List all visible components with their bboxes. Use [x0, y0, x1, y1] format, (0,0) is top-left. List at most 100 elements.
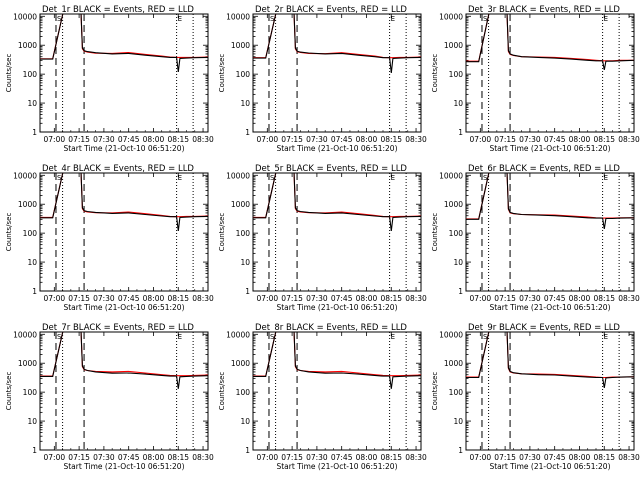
y-tick-label: 10 — [453, 417, 463, 426]
x-tick-label: 07:30 — [93, 453, 115, 462]
series-group — [40, 332, 208, 389]
plot-frame — [252, 13, 422, 133]
x-tick-label: 07:00 — [257, 294, 279, 303]
y-tick-label: 1 — [458, 128, 463, 137]
series-line-events — [466, 173, 634, 229]
x-axis-label: Start Time (21-Oct-10 06:51:20) — [63, 303, 184, 312]
end-marker: E — [391, 174, 395, 182]
plot-frame — [39, 13, 209, 133]
series-group — [466, 332, 634, 388]
x-axis-label: Start Time (21-Oct-10 06:51:20) — [63, 462, 184, 471]
start-marker: S — [483, 333, 488, 341]
x-tick-label: 08:30 — [405, 294, 427, 303]
x-tick-label: 08:15 — [167, 294, 189, 303]
x-tick-label: 07:30 — [519, 294, 541, 303]
y-tick-label: 100 — [23, 388, 38, 397]
series-line-events — [466, 332, 634, 388]
y-tick-label: 100 — [23, 70, 38, 79]
x-tick-label: 07:30 — [519, 135, 541, 144]
x-tick-label: 08:15 — [167, 453, 189, 462]
y-tick-label: 10000 — [226, 330, 250, 339]
y-axis-label: Counts/sec — [5, 372, 13, 411]
x-tick-label: 07:15 — [494, 135, 516, 144]
plot-frame — [465, 13, 635, 133]
x-tick-label: 07:00 — [470, 453, 492, 462]
series-group — [40, 14, 208, 72]
panel-title: Det_4r BLACK = Events, RED = LLD — [42, 164, 194, 174]
y-tick-label: 1000 — [444, 200, 463, 209]
x-tick-label: 08:00 — [569, 453, 591, 462]
series-line-events — [253, 332, 421, 389]
panel-det-5r: Det_5r BLACK = Events, RED = LLD 1 10 100 10… — [218, 164, 427, 312]
start-marker: S — [57, 15, 62, 23]
y-tick-label: 1 — [458, 446, 463, 455]
x-tick-label: 08:00 — [356, 294, 378, 303]
series-line-lld — [40, 14, 208, 60]
start-marker: S — [270, 174, 275, 182]
x-tick-label: 08:15 — [593, 135, 615, 144]
y-tick-label: 100 — [449, 229, 464, 238]
x-tick-label: 07:15 — [281, 453, 303, 462]
panel-det-3r: Det_3r BLACK = Events, RED = LLD 1 10 100 10… — [431, 5, 640, 153]
x-tick-label: 08:30 — [618, 294, 640, 303]
series-group — [253, 14, 421, 73]
end-marker: E — [178, 174, 182, 182]
x-tick-label: 07:30 — [306, 135, 328, 144]
y-tick-label: 100 — [23, 229, 38, 238]
x-tick-label: 08:15 — [380, 135, 402, 144]
plot-frame — [465, 172, 635, 292]
series-line-lld — [40, 332, 208, 377]
x-tick-label: 07:45 — [118, 294, 140, 303]
y-tick-label: 10000 — [226, 12, 250, 21]
x-tick-label: 08:00 — [143, 294, 165, 303]
plot-frame — [252, 172, 422, 292]
y-tick-label: 100 — [236, 388, 251, 397]
y-tick-label: 1 — [458, 287, 463, 296]
end-marker: E — [604, 333, 608, 341]
x-tick-label: 07:45 — [544, 453, 566, 462]
x-tick-label: 07:00 — [257, 135, 279, 144]
panel-det-2r: Det_2r BLACK = Events, RED = LLD 1 10 100 10… — [218, 5, 427, 153]
x-tick-label: 08:30 — [192, 453, 214, 462]
y-tick-label: 10000 — [439, 12, 463, 21]
x-tick-label: 08:30 — [192, 135, 214, 144]
y-tick-label: 1 — [32, 287, 37, 296]
y-tick-label: 100 — [236, 229, 251, 238]
y-axis-label: Counts/sec — [5, 213, 13, 252]
series-line-lld — [40, 173, 208, 218]
x-tick-label: 07:30 — [519, 453, 541, 462]
x-axis-label: Start Time (21-Oct-10 06:51:20) — [489, 462, 610, 471]
plot-frame — [465, 331, 635, 451]
y-tick-label: 1 — [245, 128, 250, 137]
x-tick-label: 07:15 — [68, 453, 90, 462]
series-group — [253, 332, 421, 389]
x-tick-label: 08:30 — [618, 135, 640, 144]
y-tick-label: 100 — [449, 70, 464, 79]
panel-title: Det_9r BLACK = Events, RED = LLD — [468, 323, 620, 333]
x-tick-label: 08:30 — [192, 294, 214, 303]
y-axis-label: Counts/sec — [431, 54, 439, 93]
y-axis-label: Counts/sec — [218, 54, 226, 93]
y-tick-label: 10 — [27, 99, 37, 108]
y-tick-label: 1000 — [18, 200, 37, 209]
x-tick-label: 08:00 — [569, 294, 591, 303]
y-axis-label: Counts/sec — [431, 372, 439, 411]
x-tick-label: 07:00 — [470, 135, 492, 144]
x-tick-label: 07:45 — [544, 294, 566, 303]
series-line-lld — [253, 332, 421, 377]
x-tick-label: 07:45 — [331, 294, 353, 303]
y-axis-label: Counts/sec — [218, 372, 226, 411]
series-line-lld — [466, 332, 634, 379]
y-tick-label: 10000 — [13, 171, 37, 180]
x-tick-label: 07:45 — [118, 135, 140, 144]
series-line-events — [466, 14, 634, 71]
y-tick-label: 1000 — [18, 359, 37, 368]
x-tick-label: 07:15 — [281, 135, 303, 144]
y-tick-label: 1 — [245, 287, 250, 296]
x-axis-label: Start Time (21-Oct-10 06:51:20) — [63, 144, 184, 153]
x-tick-label: 07:45 — [331, 453, 353, 462]
x-tick-label: 07:15 — [68, 135, 90, 144]
y-tick-label: 10000 — [439, 330, 463, 339]
panel-title: Det_8r BLACK = Events, RED = LLD — [255, 323, 407, 333]
